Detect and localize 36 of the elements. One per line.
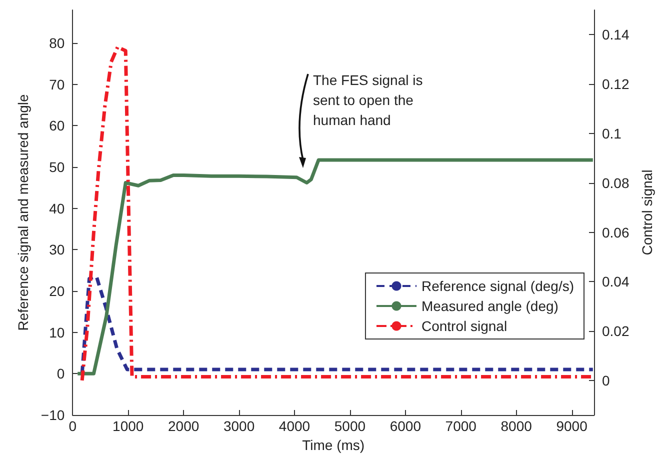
y-tick-label: 60 xyxy=(49,118,65,134)
y2-tick-label: 0 xyxy=(602,372,610,388)
x-tick-label: 9000 xyxy=(556,418,588,434)
y-tick-label: 10 xyxy=(49,324,65,340)
y2-tick-label: 0.14 xyxy=(602,26,630,43)
x-tick-label: 0 xyxy=(68,418,77,434)
x-tick-label: 7000 xyxy=(445,418,477,434)
x-axis-title: Time (ms) xyxy=(302,436,365,453)
x-tick-label: 4000 xyxy=(278,418,310,434)
y2-tick-label: 0.04 xyxy=(602,274,630,290)
y-tick-label: 40 xyxy=(49,200,65,216)
legend-label: Measured angle (deg) xyxy=(421,298,558,314)
x-tick-label: 1000 xyxy=(112,418,144,434)
y2-axis-title: Control signal xyxy=(639,170,656,256)
y-tick-label: 80 xyxy=(49,35,65,52)
legend-label: Reference signal (deg/s) xyxy=(421,278,574,294)
y-tick-label: 20 xyxy=(49,283,65,300)
y-tick-label: 50 xyxy=(49,159,65,176)
y2-tick-label: 0.1 xyxy=(602,125,622,142)
y2-tick-label: 0.08 xyxy=(602,174,630,191)
x-tick-label: 5000 xyxy=(334,418,366,434)
x-tick-label: 6000 xyxy=(390,418,422,434)
y-tick-label: 70 xyxy=(49,76,65,92)
x-tick-label: 8000 xyxy=(500,418,532,434)
x-tick-label: 2000 xyxy=(168,418,200,434)
line-series xyxy=(76,158,595,376)
legend-label: Control signal xyxy=(421,318,508,334)
y-axis-title: Reference signal and measured angle xyxy=(15,94,31,331)
y2-tick-label: 0.02 xyxy=(602,323,630,340)
annotation: The FES signal is sent to open the human hand xyxy=(313,72,427,128)
y2-tick-label: 0.06 xyxy=(602,224,630,240)
y-tick-label: −10 xyxy=(40,407,65,423)
y-tick-label: 0 xyxy=(56,366,65,382)
y-tick-label: 30 xyxy=(49,242,65,258)
y2-tick-label: 0.12 xyxy=(602,76,630,92)
x-tick-label: 3000 xyxy=(223,418,255,434)
